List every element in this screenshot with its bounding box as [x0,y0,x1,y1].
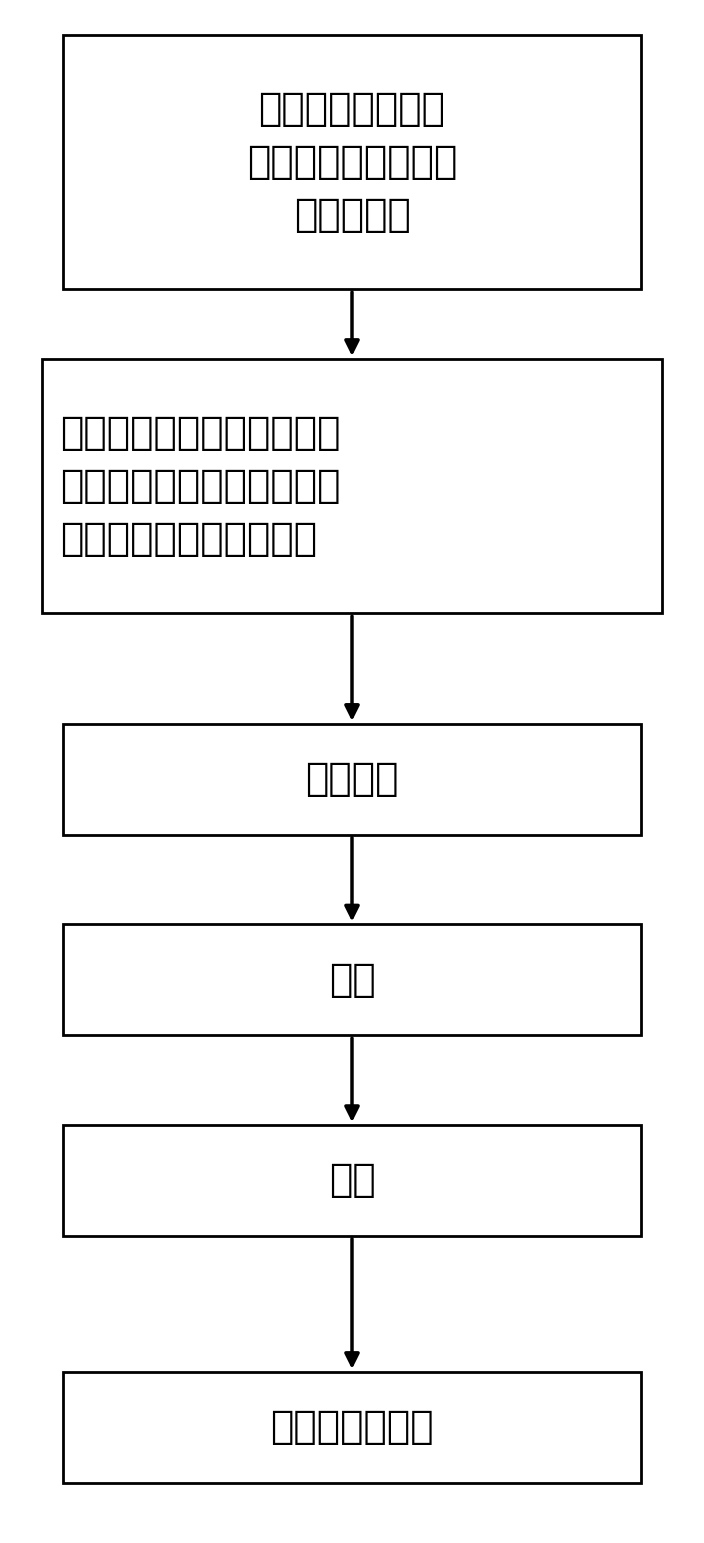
Bar [63,724,641,835]
Bar [42,358,662,613]
Bar [63,1125,641,1236]
Text: 连续脱砷催化剂: 连续脱砷催化剂 [270,1409,434,1446]
Text: 焙烧: 焙烧 [329,1162,375,1199]
Text: 挤条成型: 挤条成型 [306,761,398,798]
Bar [63,34,641,290]
Text: 分子筛原粉与活性组分溶液
在搅拌的过程中加入分散及
粘结剂，搅拌并混合均匀: 分子筛原粉与活性组分溶液 在搅拌的过程中加入分散及 粘结剂，搅拌并混合均匀 [60,414,340,559]
Text: 配置活性组分溶液
将适量溶液添加在分
子筛原粉中: 配置活性组分溶液 将适量溶液添加在分 子筛原粉中 [247,89,457,235]
Bar [63,924,641,1035]
Bar [63,1372,641,1483]
Text: 烘干: 烘干 [329,961,375,998]
